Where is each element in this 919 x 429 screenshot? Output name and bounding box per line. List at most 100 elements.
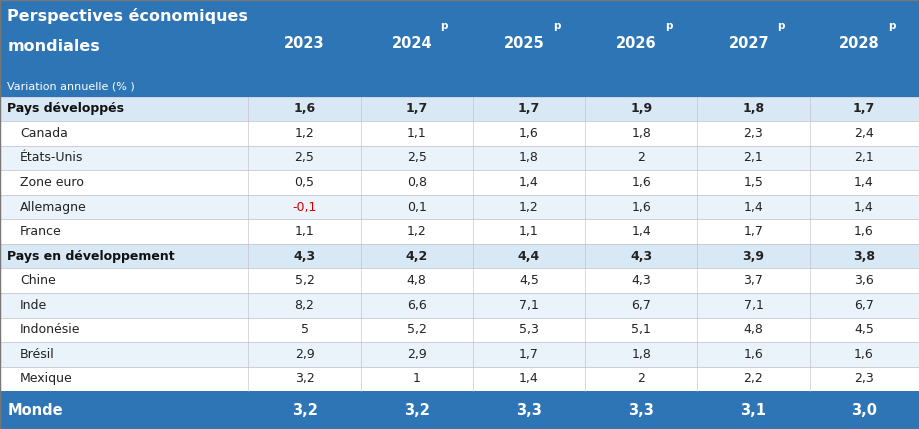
Text: 3,1: 3,1 (740, 403, 766, 417)
Text: 6,7: 6,7 (630, 299, 651, 312)
Text: 1,8: 1,8 (742, 102, 764, 115)
Text: 3,2: 3,2 (403, 403, 429, 417)
Bar (0, 367, 919, 391)
Text: 2024: 2024 (391, 36, 432, 51)
Text: Pays en développement: Pays en développement (7, 250, 175, 263)
Text: 3,3: 3,3 (516, 403, 541, 417)
Text: 1,4: 1,4 (853, 200, 873, 214)
Text: 3,7: 3,7 (743, 274, 763, 287)
Text: 6,7: 6,7 (853, 299, 873, 312)
Text: Monde: Monde (7, 403, 62, 417)
Text: 0,5: 0,5 (294, 176, 314, 189)
Text: 8,2: 8,2 (294, 299, 314, 312)
Text: 1,8: 1,8 (630, 348, 651, 361)
Bar (0, 219, 919, 244)
Text: 1,6: 1,6 (630, 200, 651, 214)
Text: 2,9: 2,9 (294, 348, 314, 361)
Text: 3,3: 3,3 (628, 403, 653, 417)
Text: 1,8: 1,8 (518, 151, 539, 164)
Text: p: p (440, 21, 448, 31)
Text: Indonésie: Indonésie (20, 323, 81, 336)
Text: 2: 2 (637, 372, 644, 386)
Text: 1,9: 1,9 (630, 102, 652, 115)
Text: 2,5: 2,5 (294, 151, 314, 164)
Text: 1,4: 1,4 (518, 176, 539, 189)
Text: 4,3: 4,3 (630, 250, 652, 263)
Text: 2,2: 2,2 (743, 372, 763, 386)
Text: Mexique: Mexique (20, 372, 73, 386)
Text: 3,0: 3,0 (850, 403, 876, 417)
Text: 1,2: 1,2 (406, 225, 426, 238)
Text: 3,9: 3,9 (742, 250, 764, 263)
Text: 4,3: 4,3 (293, 250, 315, 263)
Text: 2028: 2028 (838, 36, 879, 51)
Text: 1,2: 1,2 (294, 127, 314, 140)
Text: 1,6: 1,6 (518, 127, 539, 140)
Text: 4,5: 4,5 (853, 323, 873, 336)
Text: 3,2: 3,2 (291, 403, 317, 417)
Text: 1,1: 1,1 (406, 127, 426, 140)
Text: 1,7: 1,7 (518, 348, 539, 361)
Text: p: p (887, 21, 894, 31)
Text: 4,4: 4,4 (517, 250, 539, 263)
Bar (0, 293, 919, 317)
Text: 2023: 2023 (284, 36, 324, 51)
Text: 1,7: 1,7 (743, 225, 763, 238)
Text: 5,3: 5,3 (518, 323, 539, 336)
Text: 1,8: 1,8 (630, 127, 651, 140)
Bar (0, 146, 919, 170)
Text: Chine: Chine (20, 274, 56, 287)
Text: France: France (20, 225, 62, 238)
Text: Variation annuelle (% ): Variation annuelle (% ) (7, 82, 135, 91)
Text: Canada: Canada (20, 127, 68, 140)
Text: 1,7: 1,7 (517, 102, 539, 115)
Bar (0, 195, 919, 219)
Text: 4,8: 4,8 (406, 274, 426, 287)
Text: 3,8: 3,8 (852, 250, 874, 263)
Text: 2: 2 (637, 151, 644, 164)
Bar (0, 121, 919, 146)
Text: 2,1: 2,1 (743, 151, 763, 164)
Text: 1,6: 1,6 (853, 348, 873, 361)
Text: 7,1: 7,1 (743, 299, 763, 312)
Bar (0, 269, 919, 293)
Text: 2,9: 2,9 (406, 348, 426, 361)
Text: 7,1: 7,1 (518, 299, 539, 312)
Text: 3,6: 3,6 (853, 274, 873, 287)
Text: 1,2: 1,2 (518, 200, 539, 214)
Text: Pays développés: Pays développés (7, 102, 124, 115)
Text: 1,7: 1,7 (852, 102, 874, 115)
Bar (0, 97, 919, 121)
Text: 5: 5 (301, 323, 308, 336)
Text: 2025: 2025 (504, 36, 544, 51)
Text: Allemagne: Allemagne (20, 200, 87, 214)
Text: 1,7: 1,7 (405, 102, 427, 115)
Text: 2,3: 2,3 (743, 127, 763, 140)
Text: Brésil: Brésil (20, 348, 55, 361)
Text: 0,8: 0,8 (406, 176, 426, 189)
Bar (0, 342, 919, 367)
Bar (0, 244, 919, 269)
Text: 2,4: 2,4 (853, 127, 873, 140)
Text: 4,2: 4,2 (405, 250, 427, 263)
Text: Zone euro: Zone euro (20, 176, 84, 189)
Text: 2026: 2026 (616, 36, 656, 51)
Text: 1,6: 1,6 (853, 225, 873, 238)
Text: 1,4: 1,4 (743, 200, 763, 214)
Bar (0, 317, 919, 342)
Text: 0,1: 0,1 (406, 200, 426, 214)
Bar (0, 0, 919, 97)
Text: 1,4: 1,4 (853, 176, 873, 189)
Bar (0, 391, 919, 429)
Text: p: p (664, 21, 672, 31)
Text: États-Unis: États-Unis (20, 151, 84, 164)
Text: 4,3: 4,3 (630, 274, 651, 287)
Text: 5,2: 5,2 (406, 323, 426, 336)
Text: p: p (552, 21, 560, 31)
Text: 4,8: 4,8 (743, 323, 763, 336)
Text: 1,4: 1,4 (630, 225, 651, 238)
Text: mondiales: mondiales (7, 39, 100, 54)
Text: 3,2: 3,2 (294, 372, 314, 386)
Text: Perspectives économiques: Perspectives économiques (7, 9, 248, 24)
Text: 2027: 2027 (728, 36, 768, 51)
